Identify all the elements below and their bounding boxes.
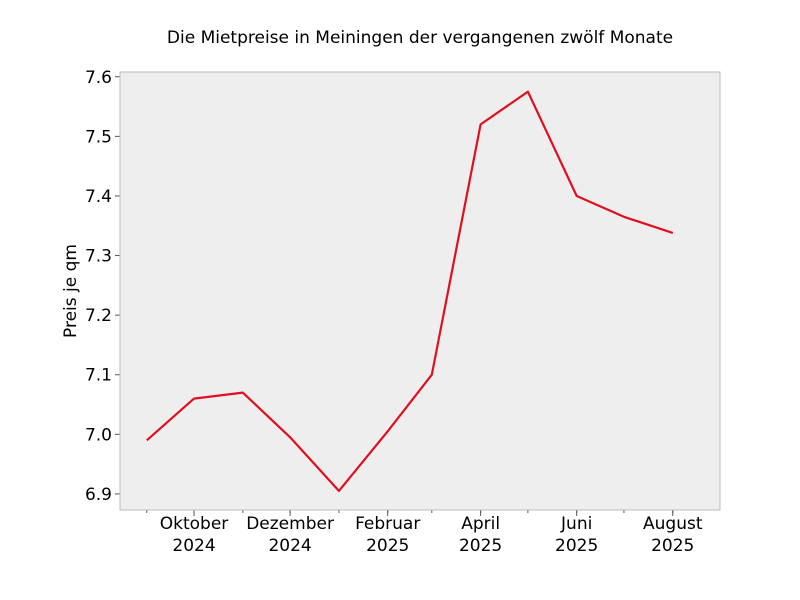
x-tick-label-year: 2025 bbox=[651, 536, 694, 556]
y-tick-label: 7.0 bbox=[85, 425, 112, 445]
x-tick-label-month: Februar bbox=[355, 514, 420, 534]
x-tick-label-year: 2024 bbox=[268, 536, 311, 556]
x-tick-label: Dezember 2024 bbox=[246, 514, 334, 556]
x-tick-label: Februar 2025 bbox=[355, 514, 420, 556]
y-tick-label: 7.1 bbox=[85, 366, 112, 386]
y-tick-label: 7.2 bbox=[85, 306, 112, 326]
chart-title: Die Mietpreise in Meiningen der vergange… bbox=[167, 28, 673, 48]
x-tick-label-month: August bbox=[643, 514, 703, 534]
y-axis-label: Preis je qm bbox=[61, 244, 81, 338]
x-tick-label-month: Juni bbox=[560, 514, 592, 534]
y-tick-label: 7.4 bbox=[85, 187, 112, 207]
y-tick-label: 6.9 bbox=[85, 485, 112, 505]
y-axis: 6.9 7.0 7.1 7.2 7.3 7.4 7.5 7.6 bbox=[85, 68, 120, 505]
y-tick-label: 7.5 bbox=[85, 127, 112, 147]
plot-border bbox=[119, 71, 721, 511]
x-tick-label-year: 2025 bbox=[555, 536, 598, 556]
series-layer bbox=[146, 90, 674, 492]
y-tick-label: 7.6 bbox=[85, 68, 112, 88]
x-tick-label: April 2025 bbox=[459, 514, 502, 556]
x-tick-label-year: 2025 bbox=[459, 536, 502, 556]
x-tick-label-month: April bbox=[461, 514, 500, 534]
x-tick-label-month: Dezember bbox=[246, 514, 334, 534]
x-tick-label-year: 2025 bbox=[366, 536, 409, 556]
x-tick-label: Oktober 2024 bbox=[160, 514, 229, 556]
x-tick-label: Juni 2025 bbox=[555, 514, 598, 556]
x-tick-label-year: 2024 bbox=[172, 536, 215, 556]
x-tick-label-month: Oktober bbox=[160, 514, 229, 534]
y-tick-label: 7.3 bbox=[85, 247, 112, 267]
series-line bbox=[146, 90, 674, 492]
x-tick-label: August 2025 bbox=[643, 514, 703, 556]
